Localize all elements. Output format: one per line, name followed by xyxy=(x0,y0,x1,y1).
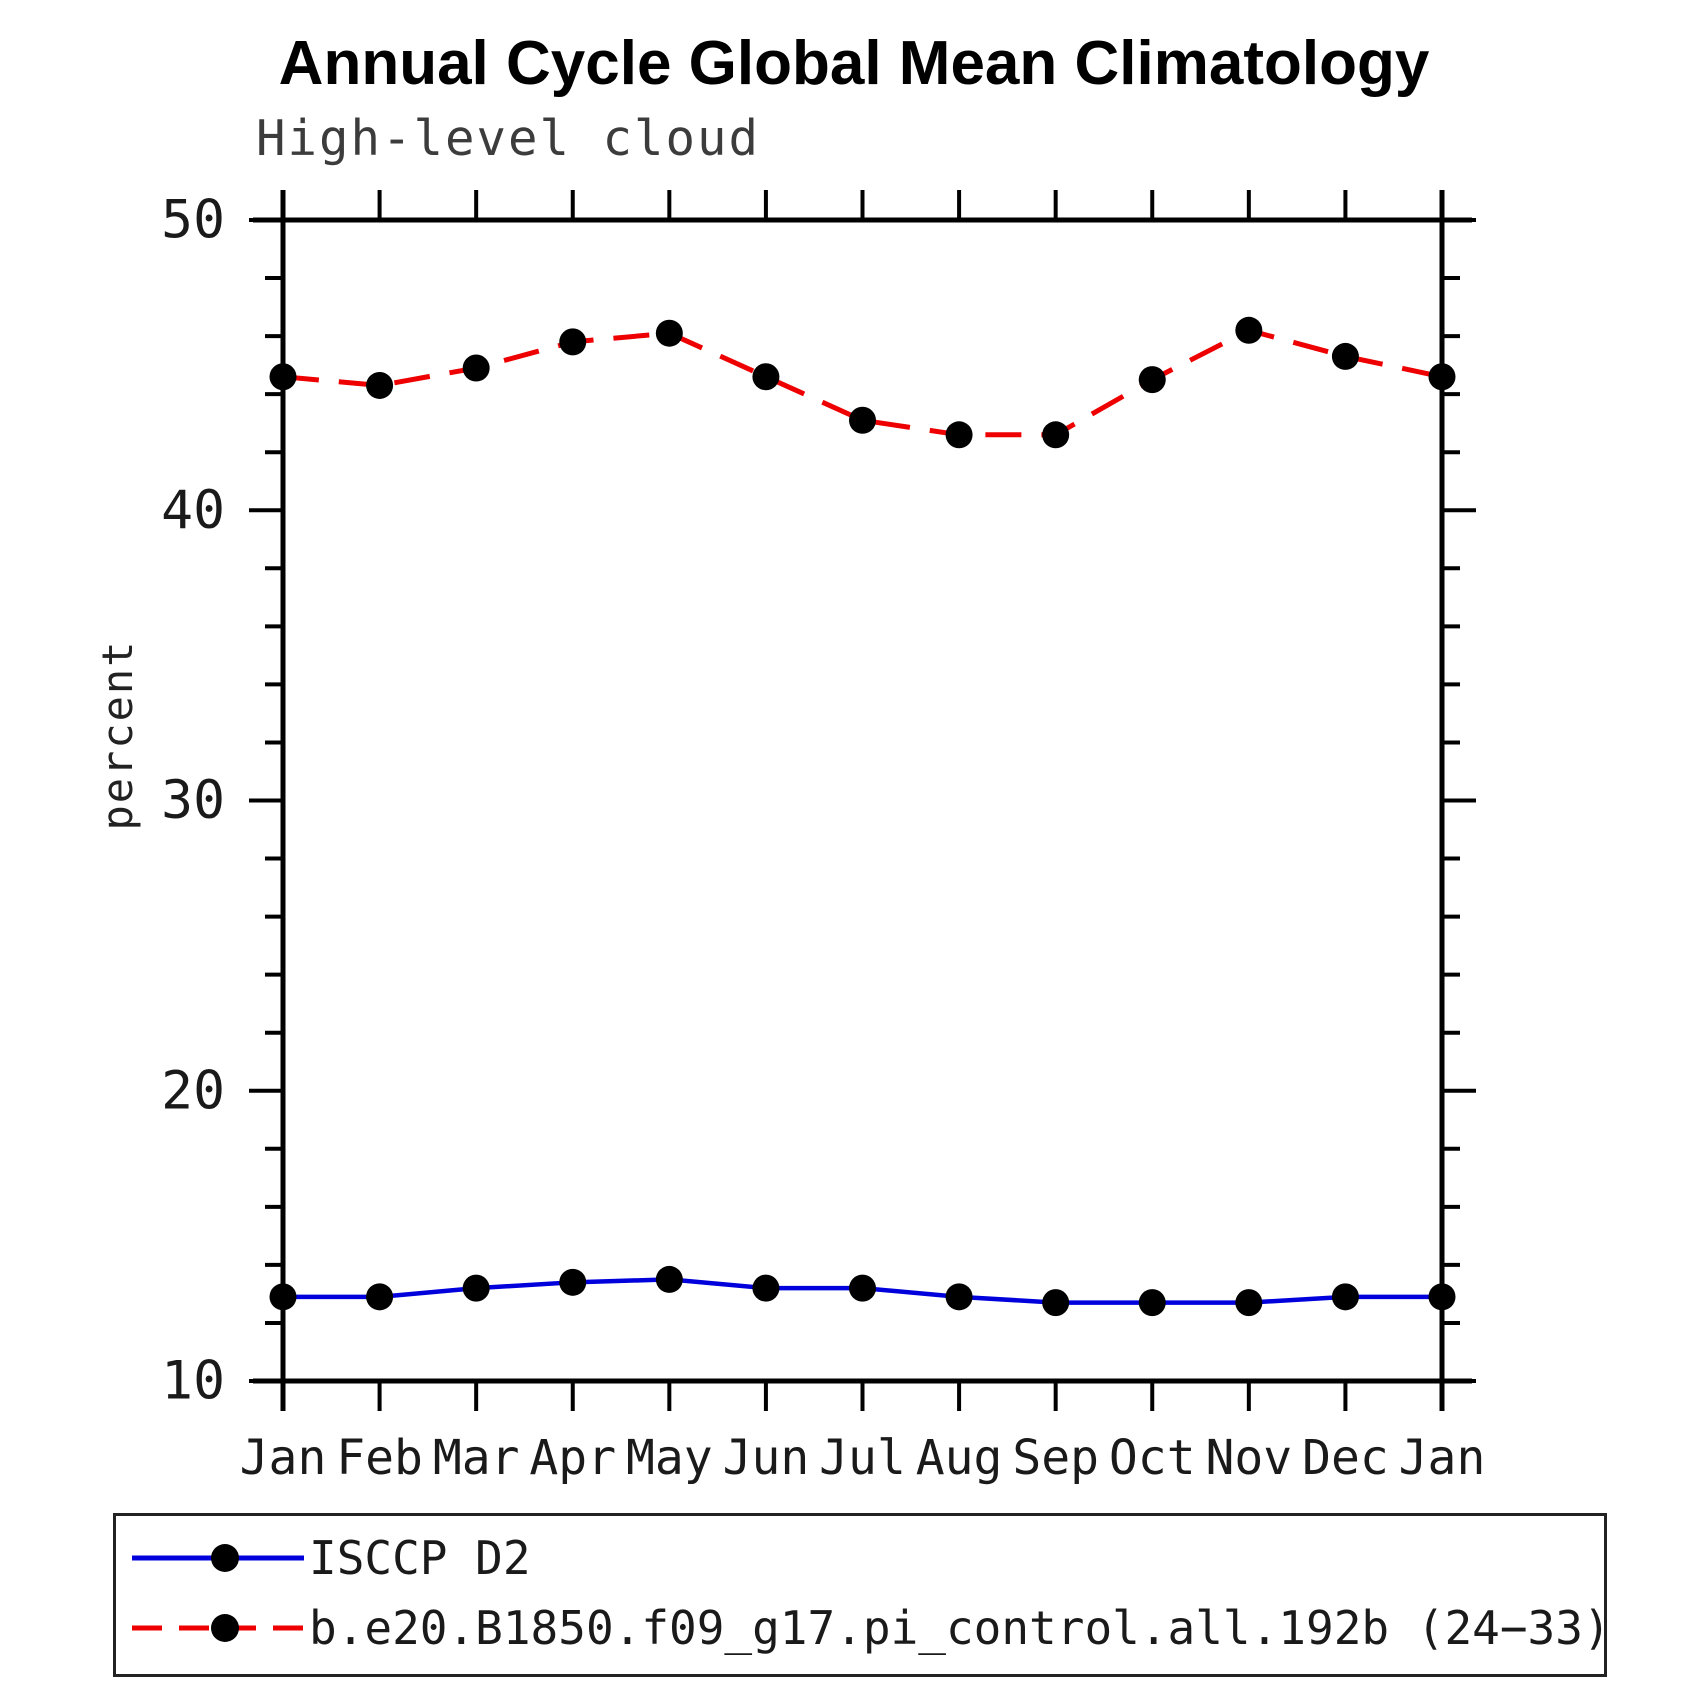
legend-marker-dot xyxy=(211,1614,239,1642)
legend-marker-dot xyxy=(211,1544,239,1572)
legend-entry-isccp: ISCCP D2 xyxy=(130,1535,531,1581)
chart-subtitle: High-level cloud xyxy=(256,110,761,167)
x-tick-label: Jul xyxy=(819,1430,906,1486)
legend-box: ISCCP D2 b.e20.B1850.f09_g17.pi_control.… xyxy=(113,1513,1611,1677)
x-tick-label: Nov xyxy=(1205,1430,1292,1486)
x-tick-label: Dec xyxy=(1302,1430,1389,1486)
data-point-marker xyxy=(1235,1289,1263,1317)
data-point-marker xyxy=(1138,366,1166,394)
data-point-marker xyxy=(366,371,394,399)
data-point-marker xyxy=(1042,1289,1070,1317)
data-point-marker xyxy=(945,421,973,449)
x-tick-label: Sep xyxy=(1012,1430,1099,1486)
x-tick-label: Aug xyxy=(916,1430,1003,1486)
legend-label-isccp: ISCCP D2 xyxy=(309,1531,531,1585)
legend-entry-model: b.e20.B1850.f09_g17.pi_control.all.192b … xyxy=(130,1605,1611,1651)
data-point-marker xyxy=(849,406,876,434)
data-point-marker xyxy=(462,1274,490,1302)
data-point-marker xyxy=(559,328,587,356)
chart-title: Annual Cycle Global Mean Climatology xyxy=(278,29,1430,98)
y-tick-label: 30 xyxy=(161,770,225,831)
data-point-marker xyxy=(1138,1289,1166,1317)
x-tick-label: Jan xyxy=(1399,1430,1486,1486)
y-tick-label: 10 xyxy=(161,1351,225,1412)
x-tick-label: Mar xyxy=(433,1430,520,1486)
data-point-marker xyxy=(559,1268,587,1296)
x-tick-label: Jan xyxy=(240,1430,327,1486)
y-tick-label: 20 xyxy=(161,1060,225,1121)
data-point-marker xyxy=(945,1283,973,1311)
y-tick-label: 50 xyxy=(161,190,225,251)
data-point-marker xyxy=(752,1274,780,1302)
x-tick-label: May xyxy=(626,1430,713,1486)
data-point-marker xyxy=(1428,363,1456,391)
x-tick-label: Feb xyxy=(336,1430,423,1486)
data-point-marker xyxy=(269,363,297,391)
data-point-marker xyxy=(269,1283,297,1311)
data-point-marker xyxy=(752,363,780,391)
data-point-marker xyxy=(462,354,490,382)
data-point-marker xyxy=(366,1283,394,1311)
data-point-marker xyxy=(655,319,683,347)
data-point-marker xyxy=(1235,316,1263,344)
legend-sample-dashed-line xyxy=(132,1614,304,1642)
data-point-marker xyxy=(655,1265,683,1293)
data-point-marker xyxy=(1331,342,1359,370)
data-point-marker xyxy=(849,1274,876,1302)
y-tick-label: 40 xyxy=(161,480,225,541)
x-tick-label: Apr xyxy=(529,1430,616,1486)
x-tick-label: Jun xyxy=(723,1430,810,1486)
legend-label-model: b.e20.B1850.f09_g17.pi_control.all.192b … xyxy=(309,1601,1611,1655)
x-tick-label: Oct xyxy=(1109,1430,1196,1486)
data-point-marker xyxy=(1042,421,1070,449)
legend-sample-solid-line xyxy=(132,1544,304,1572)
data-point-marker xyxy=(1428,1283,1456,1311)
data-point-marker xyxy=(1331,1283,1359,1311)
